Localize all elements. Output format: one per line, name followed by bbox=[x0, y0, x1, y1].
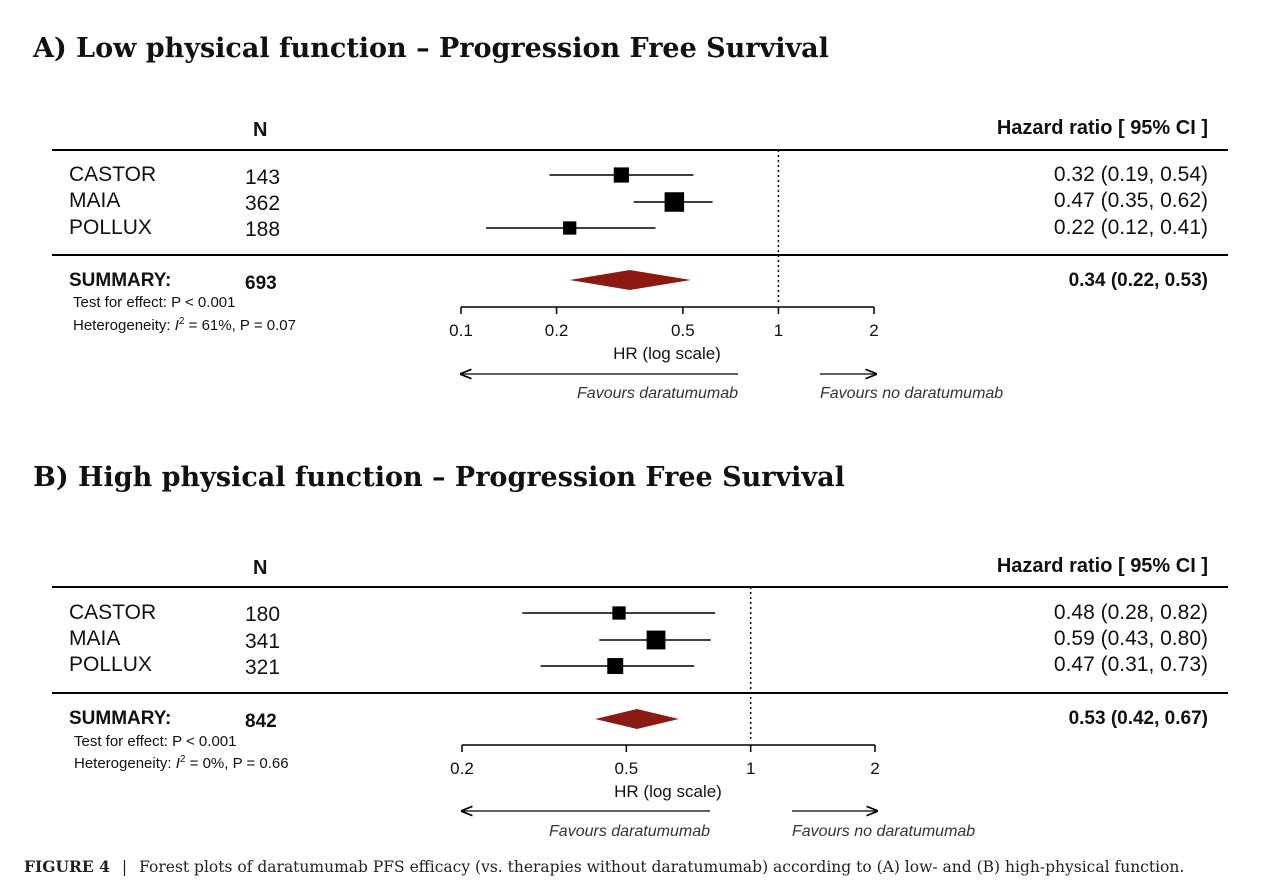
panel-b-het-prefix: Heterogeneity: bbox=[74, 755, 176, 772]
panel-b-study-name: CASTOR bbox=[69, 601, 156, 624]
panel-b-summary-n: 842 bbox=[245, 711, 277, 732]
panel-b-x-tick-label: 0.5 bbox=[615, 759, 639, 778]
panel-b-plot-area: 0.2 0.5 1 2 bbox=[450, 587, 880, 778]
panel-b-summary-hr-text: 0.53 (0.42, 0.67) bbox=[1069, 708, 1208, 729]
panel-a-study-n: 362 bbox=[245, 192, 280, 215]
panel-b-x-tick-label: 2 bbox=[870, 759, 879, 778]
panel-a-x-axis-label: HR (log scale) bbox=[613, 344, 721, 363]
panel-b-study-n: 341 bbox=[245, 630, 280, 653]
panel-a-favours-left-label: Favours daratumumab bbox=[577, 385, 738, 402]
panel-b-het-sup: 2 bbox=[180, 754, 186, 765]
panel-b-test-effect: Test for effect: P < 0.001 bbox=[74, 733, 236, 750]
panel-a-x-tick-label: 1 bbox=[774, 321, 783, 340]
panel-a-point-estimate bbox=[613, 167, 629, 183]
panel-b-favours-right-label: Favours no daratumumab bbox=[792, 823, 975, 840]
panel-a: A) Low physical function – Progression F… bbox=[32, 33, 1228, 402]
panel-b-study-hr-text: 0.48 (0.28, 0.82) bbox=[1054, 601, 1208, 624]
panel-a-heterogeneity: Heterogeneity: I2 = 61%, P = 0.07 bbox=[73, 316, 296, 334]
panel-a-study-name: MAIA bbox=[69, 189, 120, 212]
panel-a-point-estimate bbox=[563, 221, 577, 235]
panel-b-x-axis-label: HR (log scale) bbox=[614, 782, 722, 801]
panel-b-point-estimate bbox=[646, 630, 666, 650]
panel-b-het-symbol: I bbox=[176, 755, 180, 772]
panel-a-point-estimate bbox=[664, 192, 685, 212]
panel-b-point-estimate bbox=[607, 658, 624, 674]
panel-a-test-effect: Test for effect: P < 0.001 bbox=[73, 294, 235, 311]
panel-a-summary-n: 693 bbox=[245, 273, 277, 294]
panel-b-title: B) High physical function – Progression … bbox=[33, 462, 845, 493]
panel-b-x-tick-label: 0.2 bbox=[450, 759, 474, 778]
panel-b-x-tick-label: 1 bbox=[746, 759, 755, 778]
panel-a-het-symbol: I bbox=[175, 317, 179, 334]
panel-b-study-n: 321 bbox=[245, 656, 280, 679]
panel-b-study-hr-text: 0.47 (0.31, 0.73) bbox=[1054, 653, 1208, 676]
panel-a-summary-label: SUMMARY: bbox=[69, 270, 171, 291]
panel-a-favours-right-label: Favours no daratumumab bbox=[820, 385, 1003, 402]
panel-b-point-estimate bbox=[612, 606, 626, 620]
panel-a-study-hr-text: 0.32 (0.19, 0.54) bbox=[1054, 163, 1208, 186]
panel-b: B) High physical function – Progression … bbox=[33, 462, 1228, 840]
caption-text: Forest plots of daratumumab PFS efficacy… bbox=[139, 858, 1184, 876]
panel-a-hr-header: Hazard ratio [ 95% CI ] bbox=[997, 117, 1208, 139]
panel-a-x-tick-label: 0.2 bbox=[545, 321, 569, 340]
panel-b-study-name: MAIA bbox=[69, 627, 120, 650]
panel-a-plot-area: 0.1 0.2 0.5 1 2 bbox=[449, 150, 879, 340]
panel-b-study-name: POLLUX bbox=[69, 653, 152, 676]
panel-b-study-hr-text: 0.59 (0.43, 0.80) bbox=[1054, 627, 1208, 650]
panel-b-het-suffix: = 0%, P = 0.66 bbox=[185, 755, 288, 772]
panel-a-title: A) Low physical function – Progression F… bbox=[32, 33, 829, 64]
panel-b-hr-header: Hazard ratio [ 95% CI ] bbox=[997, 555, 1208, 577]
caption-separator: | bbox=[122, 858, 127, 876]
panel-a-study-name: CASTOR bbox=[69, 163, 156, 186]
panel-a-het-sup: 2 bbox=[179, 316, 185, 327]
panel-a-het-prefix: Heterogeneity: bbox=[73, 317, 175, 334]
panel-a-study-n: 188 bbox=[245, 218, 280, 241]
panel-a-summary-hr-text: 0.34 (0.22, 0.53) bbox=[1069, 270, 1208, 291]
panel-a-study-hr-text: 0.22 (0.12, 0.41) bbox=[1054, 216, 1208, 239]
panel-b-summary-diamond bbox=[595, 709, 679, 729]
panel-b-n-header: N bbox=[253, 557, 267, 579]
panel-b-summary-label: SUMMARY: bbox=[69, 708, 171, 729]
panel-a-study-n: 143 bbox=[245, 166, 280, 189]
panel-b-heterogeneity: Heterogeneity: I2 = 0%, P = 0.66 bbox=[74, 754, 289, 772]
panel-a-study-hr-text: 0.47 (0.35, 0.62) bbox=[1054, 189, 1208, 212]
panel-a-x-tick-label: 2 bbox=[869, 321, 878, 340]
panel-a-het-suffix: = 61%, P = 0.07 bbox=[184, 317, 295, 334]
panel-b-favours-left-label: Favours daratumumab bbox=[549, 823, 710, 840]
figure-caption: FIGURE 4 | Forest plots of daratumumab PFS… bbox=[24, 857, 1184, 876]
panel-a-n-header: N bbox=[253, 119, 267, 141]
panel-a-study-name: POLLUX bbox=[69, 216, 152, 239]
panel-a-x-tick-label: 0.5 bbox=[671, 321, 695, 340]
panel-a-summary-diamond bbox=[569, 270, 691, 290]
panel-b-study-n: 180 bbox=[245, 603, 280, 626]
caption-label: FIGURE 4 bbox=[24, 857, 110, 876]
panel-a-x-tick-label: 0.1 bbox=[449, 321, 473, 340]
